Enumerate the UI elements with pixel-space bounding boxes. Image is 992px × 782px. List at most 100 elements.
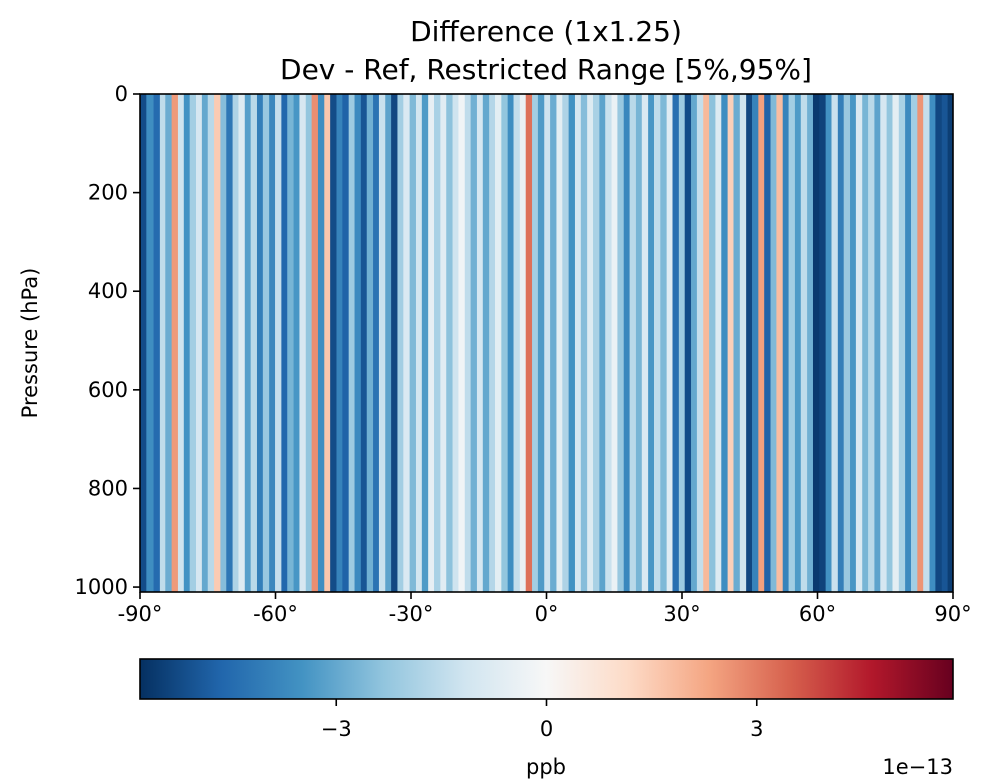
heatmap-band [281, 94, 288, 592]
heatmap-band [165, 94, 173, 592]
heatmap-band [428, 94, 435, 592]
heatmap-band [923, 94, 930, 592]
heatmap-band [696, 94, 704, 592]
heatmap-band [464, 94, 472, 592]
heatmap-band [617, 94, 625, 592]
y-tick-label: 1000 [75, 575, 128, 599]
heatmap-band [269, 94, 276, 592]
heatmap-band [525, 94, 533, 592]
heatmap-band [342, 94, 350, 592]
heatmap-band [623, 94, 630, 592]
heatmap-band [635, 94, 643, 592]
heatmap-band [330, 94, 337, 592]
heatmap-band [336, 94, 343, 592]
heatmap-band [941, 94, 948, 592]
heatmap-band [324, 94, 331, 592]
y-axis: 0 200 400 600 800 1000 [75, 82, 140, 599]
heatmap-band [434, 94, 441, 592]
heatmap-band [812, 94, 820, 592]
heatmap-band [507, 94, 514, 592]
heatmap-band [947, 94, 954, 592]
heatmap-band [807, 94, 814, 592]
heatmap-band [721, 94, 729, 592]
heatmap-band [244, 94, 252, 592]
heatmap-band [629, 94, 637, 592]
heatmap-band [519, 94, 527, 592]
colorbar-tick-label: −3 [321, 717, 352, 741]
heatmap-band [599, 94, 606, 592]
heatmap-band [691, 94, 698, 592]
heatmap-band [476, 94, 484, 592]
heatmap-band [140, 94, 147, 592]
heatmap-band [317, 94, 325, 592]
heatmap-band [311, 94, 319, 592]
heatmap-band [360, 94, 368, 592]
heatmap-band [287, 94, 294, 592]
heatmap-band [275, 94, 282, 592]
heatmap-band [917, 94, 924, 592]
heatmap-band [305, 94, 313, 592]
heatmap-band [580, 94, 588, 592]
heatmap-band [452, 94, 459, 592]
heatmap-band [733, 94, 741, 592]
y-tick-label: 400 [88, 279, 128, 303]
heatmap-band [378, 94, 386, 592]
heatmap-band [403, 94, 411, 592]
heatmap-band [550, 94, 557, 592]
heatmap-band [146, 94, 154, 592]
heatmap-band [654, 94, 661, 592]
heatmap-band [776, 94, 784, 592]
heatmap-band [201, 94, 209, 592]
heatmap-band [764, 94, 771, 592]
heatmap-band [782, 94, 789, 592]
heatmap-band [489, 94, 496, 592]
heatmap-band [874, 94, 881, 592]
heatmap-band [611, 94, 618, 592]
heatmap-band [855, 94, 863, 592]
heatmap-band [482, 94, 490, 592]
y-tick-label: 200 [88, 181, 128, 205]
heatmap-band [593, 94, 600, 592]
x-tick-label: 30° [663, 602, 700, 626]
heatmap-band [758, 94, 765, 592]
heatmap-band [189, 94, 197, 592]
heatmap-band [837, 94, 845, 592]
heatmap-band [348, 94, 355, 592]
heatmap-band [250, 94, 258, 592]
heatmap-band [825, 94, 832, 592]
heatmap-band [397, 94, 404, 592]
heatmap-band [293, 94, 300, 592]
heatmap-band [232, 94, 239, 592]
heatmap-band [262, 94, 270, 592]
heatmap-band [171, 94, 179, 592]
x-tick-label: -90° [118, 602, 163, 626]
heatmap-band [684, 94, 692, 592]
x-tick-label: -60° [253, 602, 298, 626]
colorbar-tick-label: 0 [540, 717, 553, 741]
heatmap-band [354, 94, 362, 592]
heatmap-band [537, 94, 545, 592]
heatmap-band [385, 94, 392, 592]
heatmap-band [446, 94, 453, 592]
heatmap-band [660, 94, 668, 592]
heatmap-band [641, 94, 649, 592]
heatmap-band [727, 94, 734, 592]
heatmap-band [905, 94, 912, 592]
heatmap-band [831, 94, 839, 592]
heatmap-band [568, 94, 576, 592]
colorbar: −3 0 3 ppb 1e−13 [139, 658, 954, 779]
heatmap-band [935, 94, 943, 592]
heatmap-band [532, 94, 539, 592]
heatmap-band [440, 94, 447, 592]
heatmap-band [159, 94, 166, 592]
colorbar-gradient [139, 658, 954, 700]
heatmap-band [220, 94, 227, 592]
heatmap-band [739, 94, 747, 592]
heatmap-band [672, 94, 680, 592]
heatmap-band [214, 94, 221, 592]
heatmap-band [207, 94, 215, 592]
heatmap-band [886, 94, 893, 592]
heatmap-band [256, 94, 264, 592]
heatmap-band [391, 94, 398, 592]
heatmap-band [458, 94, 466, 592]
